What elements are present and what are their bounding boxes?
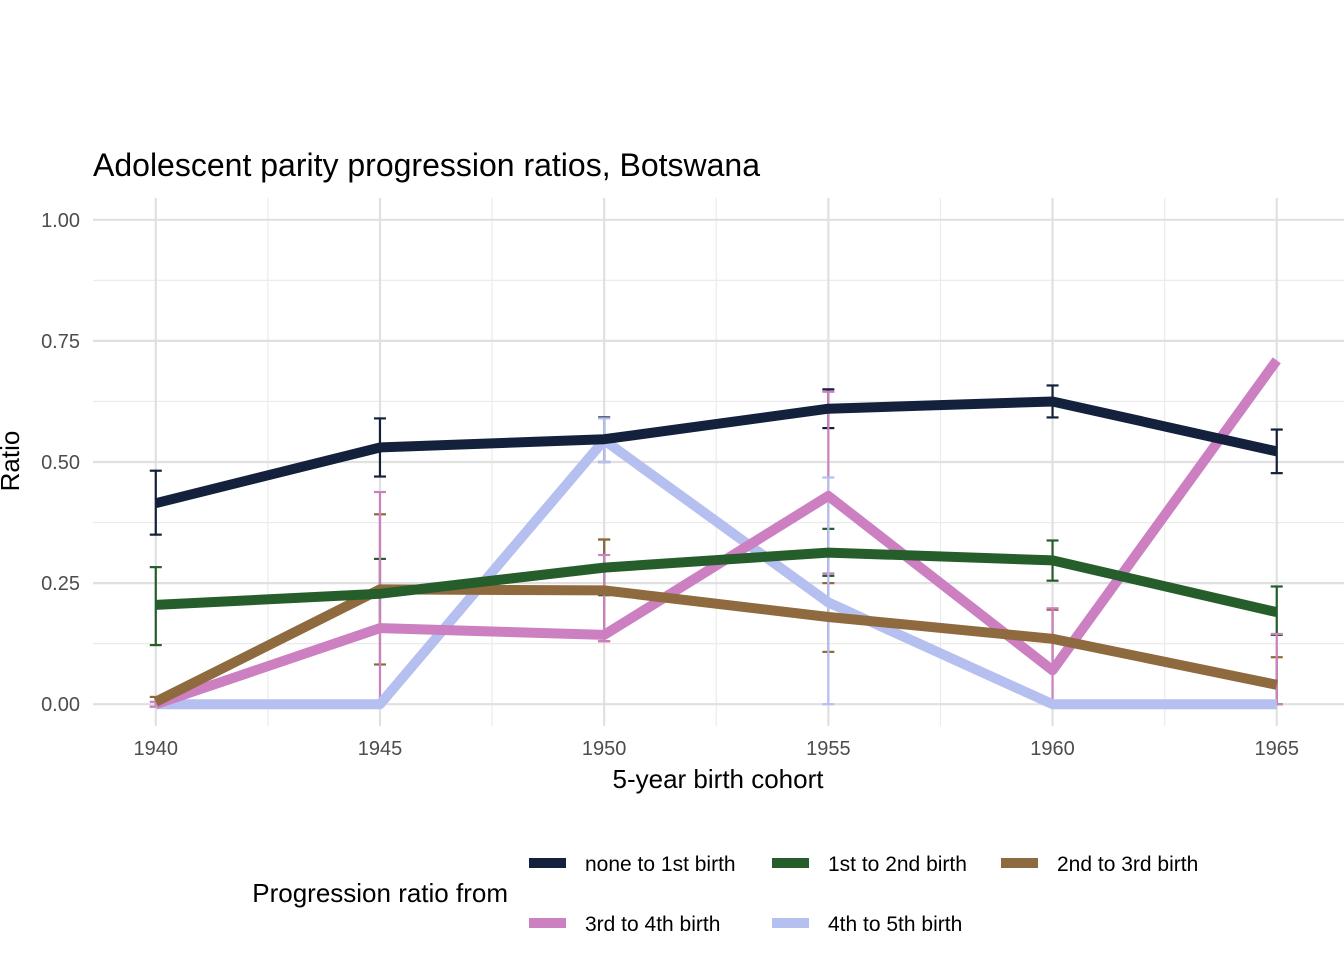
x-tick-label: 1945 — [358, 738, 403, 760]
grid-major — [93, 198, 1344, 726]
error-bar — [1270, 632, 1283, 706]
legend-item: 1st to 2nd birth — [772, 853, 967, 876]
legend-item: none to 1st birth — [529, 853, 736, 876]
x-tick-label: 1940 — [134, 738, 179, 760]
x-tick-label: 1955 — [806, 738, 851, 760]
y-tick-label: 1.00 — [41, 210, 80, 232]
legend-item: 4th to 5th birth — [772, 913, 962, 936]
x-tick-label: 1965 — [1254, 738, 1299, 760]
legend-title: Progression ratio from — [252, 878, 508, 908]
legend: Progression ratio from none to 1st birth… — [252, 853, 1198, 936]
x-tick-label: 1950 — [582, 738, 627, 760]
series-line-4 — [154, 357, 1281, 709]
chart-title: Adolescent parity progression ratios, Bo… — [93, 147, 760, 183]
legend-item: 2nd to 3rd birth — [1001, 853, 1198, 876]
legend-label: 4th to 5th birth — [828, 913, 962, 936]
error-bar — [822, 476, 835, 706]
series-line-1 — [154, 396, 1278, 509]
legend-label: 2nd to 3rd birth — [1057, 853, 1198, 876]
error-bar — [149, 566, 162, 647]
y-axis-title: Ratio — [0, 431, 25, 492]
series-lines — [153, 357, 1281, 710]
y-tick-label: 0.25 — [41, 573, 80, 595]
x-tick-labels: 1940 1945 1950 1955 1960 1965 — [134, 738, 1299, 760]
y-tick-label: 0.75 — [41, 331, 80, 353]
series-line-3 — [153, 584, 1278, 707]
legend-label: none to 1st birth — [585, 853, 736, 876]
legend-label: 3rd to 4th birth — [585, 913, 720, 936]
series-line-5 — [155, 435, 1277, 710]
x-axis-title: 5-year birth cohort — [613, 764, 825, 794]
x-tick-label: 1960 — [1030, 738, 1075, 760]
legend-label: 1st to 2nd birth — [828, 853, 967, 876]
series-line-2 — [155, 547, 1278, 618]
y-tick-labels: 0.00 0.25 0.50 0.75 1.00 — [41, 210, 80, 716]
error-bar — [1270, 428, 1283, 475]
legend-items: none to 1st birth 1st to 2nd birth 2nd to … — [529, 853, 1198, 936]
y-tick-label: 0.50 — [41, 452, 80, 474]
legend-item: 3rd to 4th birth — [529, 913, 720, 936]
y-tick-label: 0.00 — [41, 694, 80, 716]
